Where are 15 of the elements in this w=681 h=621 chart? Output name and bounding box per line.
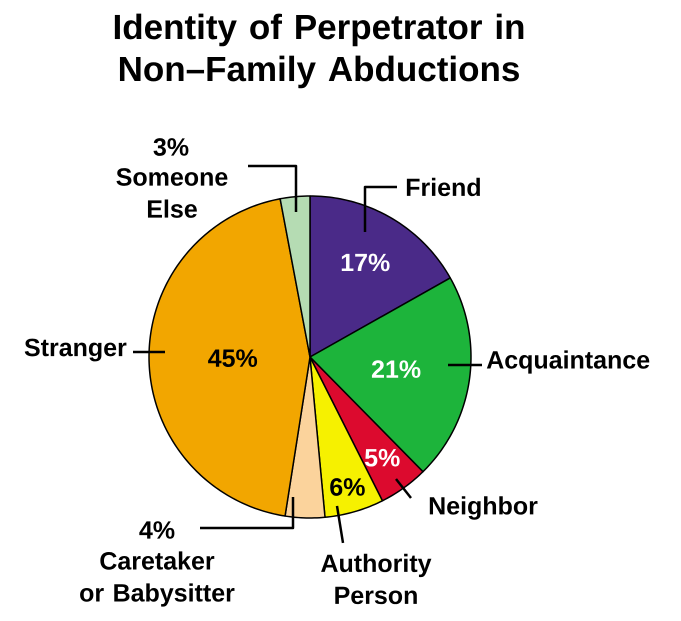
slice-label: Stranger	[24, 338, 126, 362]
slice-label: Neighbor	[430, 496, 538, 520]
data-label: 17%	[342, 254, 390, 272]
data-label: 21%	[372, 360, 420, 378]
data-label: 5%	[364, 448, 400, 467]
data-label: 4%	[139, 521, 174, 539]
slice-label: Caretaker or Babysitter	[80, 551, 234, 607]
slice-label: Someone Else	[116, 168, 228, 218]
slice-label: Acquaintance	[486, 350, 650, 374]
slice-label: Authority Person	[321, 554, 432, 604]
chart-title: Identity of Perpetrator in Non–Family Abductions	[114, 14, 524, 88]
data-label: 45%	[208, 349, 258, 368]
slice-label: Friend	[406, 178, 480, 196]
data-label: 6%	[330, 478, 365, 496]
data-label: 3%	[154, 138, 188, 156]
